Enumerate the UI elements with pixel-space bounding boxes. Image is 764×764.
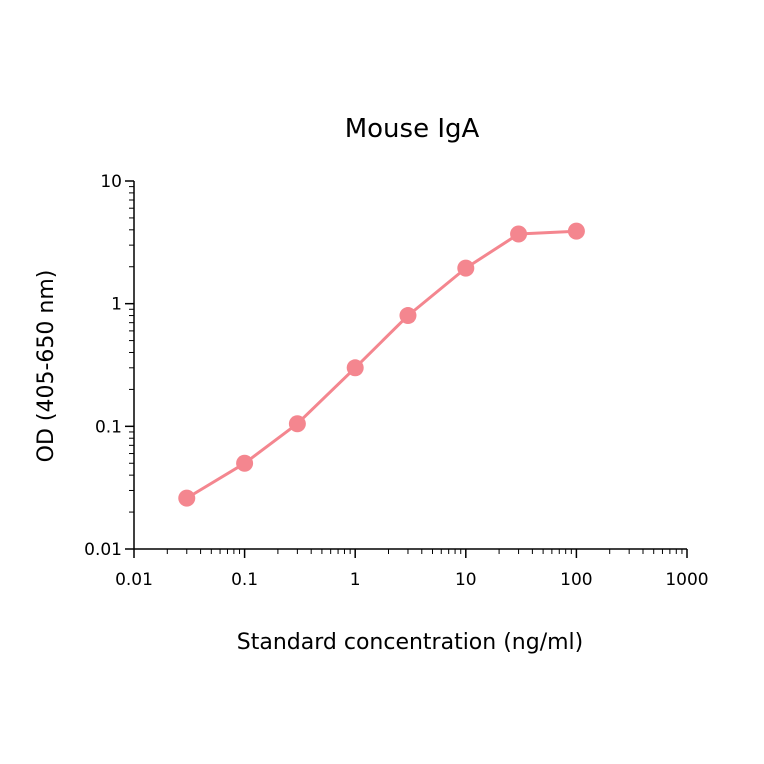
x-tick-label: 100 xyxy=(560,570,592,590)
x-tick-label: 0.01 xyxy=(115,570,153,590)
y-axis-label: OD (405-650 nm) xyxy=(34,270,59,463)
x-tick-label: 1 xyxy=(350,570,361,590)
data-point xyxy=(178,489,196,507)
data-point xyxy=(457,259,475,277)
data-point xyxy=(567,222,585,240)
y-tick-label: 0.1 xyxy=(95,417,122,437)
x-tick-label: 1000 xyxy=(665,570,708,590)
data-point xyxy=(236,454,254,472)
series-line xyxy=(186,229,577,500)
data-point xyxy=(346,359,364,377)
x-tick-label: 10 xyxy=(455,570,477,590)
data-point xyxy=(288,415,306,433)
x-axis-label: Standard concentration (ng/ml) xyxy=(237,630,583,655)
y-ticks: 0.01 0.1 1 10 xyxy=(84,172,134,560)
chart-title: Mouse IgA xyxy=(345,114,480,144)
x-ticks: 0.01 0.1 1 10 100 1000 xyxy=(115,549,709,590)
data-point xyxy=(399,307,417,325)
axes xyxy=(133,181,687,550)
data-point xyxy=(510,225,528,243)
y-tick-label: 0.01 xyxy=(84,540,122,560)
x-tick-label: 0.1 xyxy=(231,570,258,590)
y-tick-label: 1 xyxy=(111,295,122,315)
series xyxy=(178,222,585,507)
y-tick-label: 10 xyxy=(100,172,122,192)
